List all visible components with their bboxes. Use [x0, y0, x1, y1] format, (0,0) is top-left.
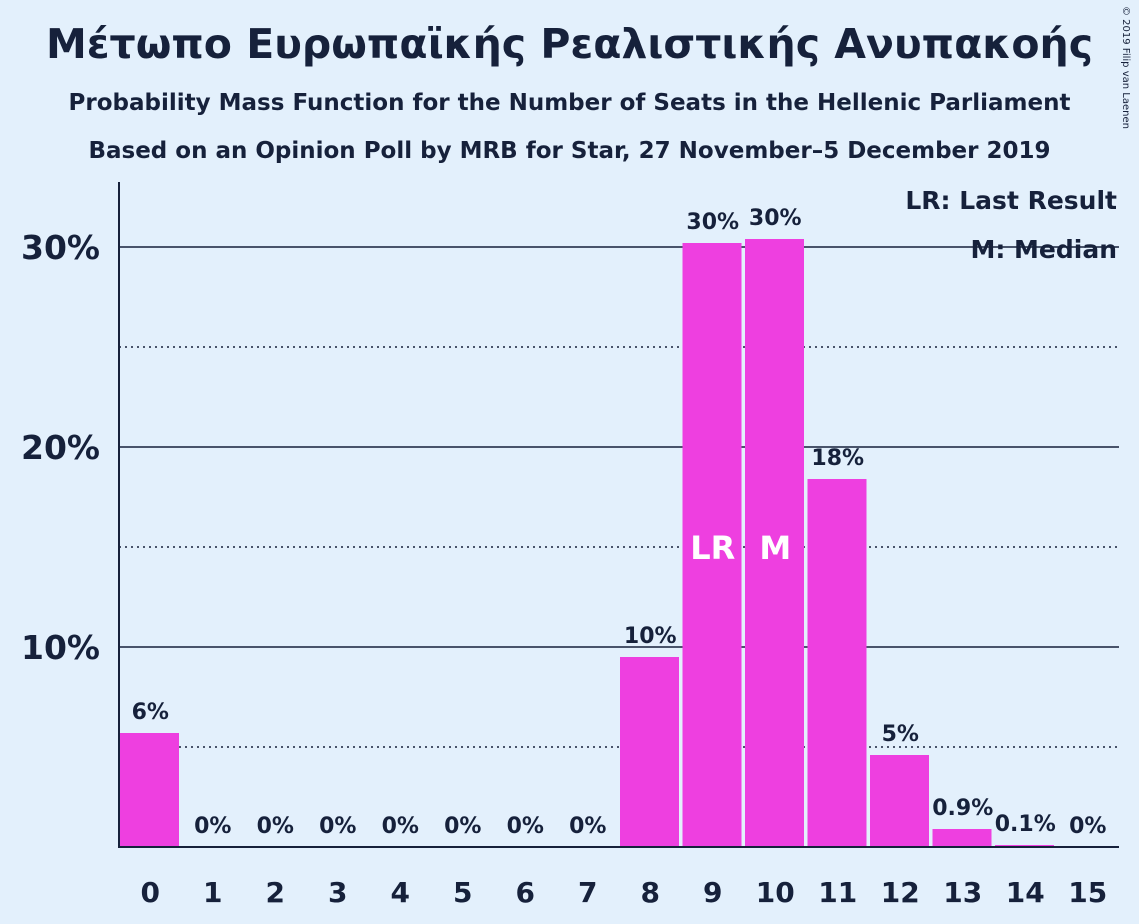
data-label: 30%: [749, 206, 802, 231]
bar-seats-13: [932, 829, 992, 847]
bar-seats-8: [620, 657, 679, 847]
x-tick-label: 13: [943, 876, 982, 909]
data-label: 30%: [686, 210, 739, 235]
chart-title: Μέτωπο Ευρωπαϊκής Ρεαλιστικής Ανυπακοής: [45, 20, 1094, 68]
x-tick-label: 0: [141, 876, 160, 909]
y-tick-label: 20%: [21, 428, 100, 467]
data-label: 10%: [624, 624, 677, 649]
data-label: 0%: [1069, 814, 1106, 839]
x-tick-label: 15: [1068, 876, 1107, 909]
x-tick-label: 12: [881, 876, 920, 909]
data-label: 0%: [257, 814, 294, 839]
bar-annotation: LR: [690, 529, 735, 567]
data-label: 0%: [319, 814, 356, 839]
x-tick-label: 9: [703, 876, 722, 909]
bar-annotation: M: [759, 529, 791, 567]
data-label: 0.1%: [995, 812, 1056, 837]
bar-seats-12: [870, 755, 929, 847]
legend-entry: M: Median: [970, 235, 1117, 264]
y-tick-label: 10%: [21, 628, 100, 667]
x-tick-label: 2: [266, 876, 285, 909]
data-label: 0%: [194, 814, 231, 839]
x-tick-label: 6: [516, 876, 535, 909]
chart-subtitle-source: Based on an Opinion Poll by MRB for Star…: [88, 138, 1051, 164]
data-label: 0.9%: [932, 796, 993, 821]
x-tick-label: 10: [756, 876, 795, 909]
x-tick-label: 8: [641, 876, 660, 909]
data-label: 6%: [132, 700, 169, 725]
bar-seats-0: [120, 733, 179, 847]
y-tick-label: 30%: [21, 228, 100, 267]
x-tick-label: 4: [391, 876, 410, 909]
legend-entry: LR: Last Result: [905, 186, 1117, 215]
data-label: 0%: [444, 814, 481, 839]
x-tick-label: 5: [453, 876, 472, 909]
x-tick-label: 3: [328, 876, 347, 909]
x-tick-label: 11: [818, 876, 857, 909]
data-label: 0%: [382, 814, 419, 839]
data-label: 0%: [507, 814, 544, 839]
x-tick-label: 1: [203, 876, 222, 909]
data-label: 0%: [569, 814, 606, 839]
data-label: 5%: [882, 722, 919, 747]
data-label: 18%: [811, 446, 864, 471]
chart-subtitle: Probability Mass Function for the Number…: [68, 90, 1071, 116]
bar-seats-9: [682, 243, 742, 847]
bar-seats-10: [745, 239, 804, 847]
x-tick-label: 14: [1006, 876, 1045, 909]
bar-seats-11: [807, 479, 867, 847]
x-tick-label: 7: [578, 876, 597, 909]
